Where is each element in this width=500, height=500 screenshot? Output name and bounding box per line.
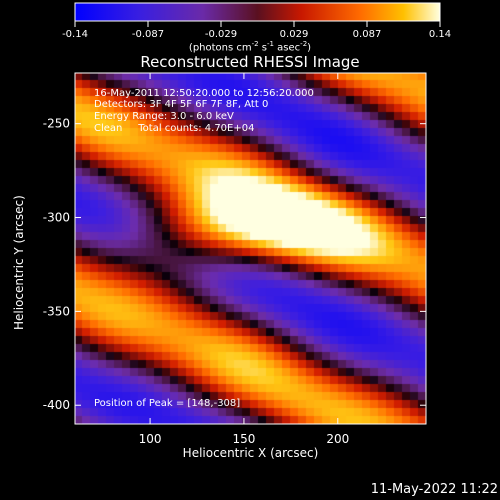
annotation-counts: Clean Total counts: 4.70E+04 (94, 123, 255, 134)
colorbar-tick-label: 0.087 (353, 29, 382, 40)
x-tick-label: 100 (139, 432, 162, 446)
annotation-peak: Position of Peak = [148,-308] (94, 398, 241, 409)
y-tick-label: -400 (43, 398, 70, 412)
heatmap-image (75, 73, 426, 424)
x-tick-label: 150 (232, 432, 255, 446)
y-tick-label: -250 (43, 117, 70, 131)
annotation-energy: Energy Range: 3.0 - 6.0 keV (94, 111, 234, 122)
colorbar-unit-label: (photons cm-2 s-1 asec-2) (188, 40, 312, 54)
y-tick-label: -300 (43, 211, 70, 225)
plot-border (74, 72, 427, 425)
chart-title: Reconstructed RHESSI Image (140, 53, 360, 71)
colorbar-tick-label: -0.14 (62, 29, 88, 40)
x-axis-label: Heliocentric X (arcsec) (182, 446, 319, 460)
y-tick-label: -350 (43, 304, 70, 318)
colorbar-gradient (74, 2, 441, 22)
y-axis-label: Heliocentric Y (arcsec) (12, 195, 26, 330)
footer-date: 11-May-2022 11:22 (370, 482, 498, 497)
colorbar-tick-label: 0.029 (280, 29, 309, 40)
annotation-detectors: Detectors: 3F 4F 5F 6F 7F 8F, Att 0 (94, 99, 269, 110)
annotation-time: 16-May-2011 12:50:20.000 to 12:56:20.000 (94, 88, 314, 99)
colorbar-tick-label: -0.087 (132, 29, 164, 40)
colorbar-tick-label: 0.14 (429, 29, 451, 40)
colorbar-tick-label: -0.029 (205, 29, 237, 40)
x-tick-label: 200 (326, 432, 349, 446)
